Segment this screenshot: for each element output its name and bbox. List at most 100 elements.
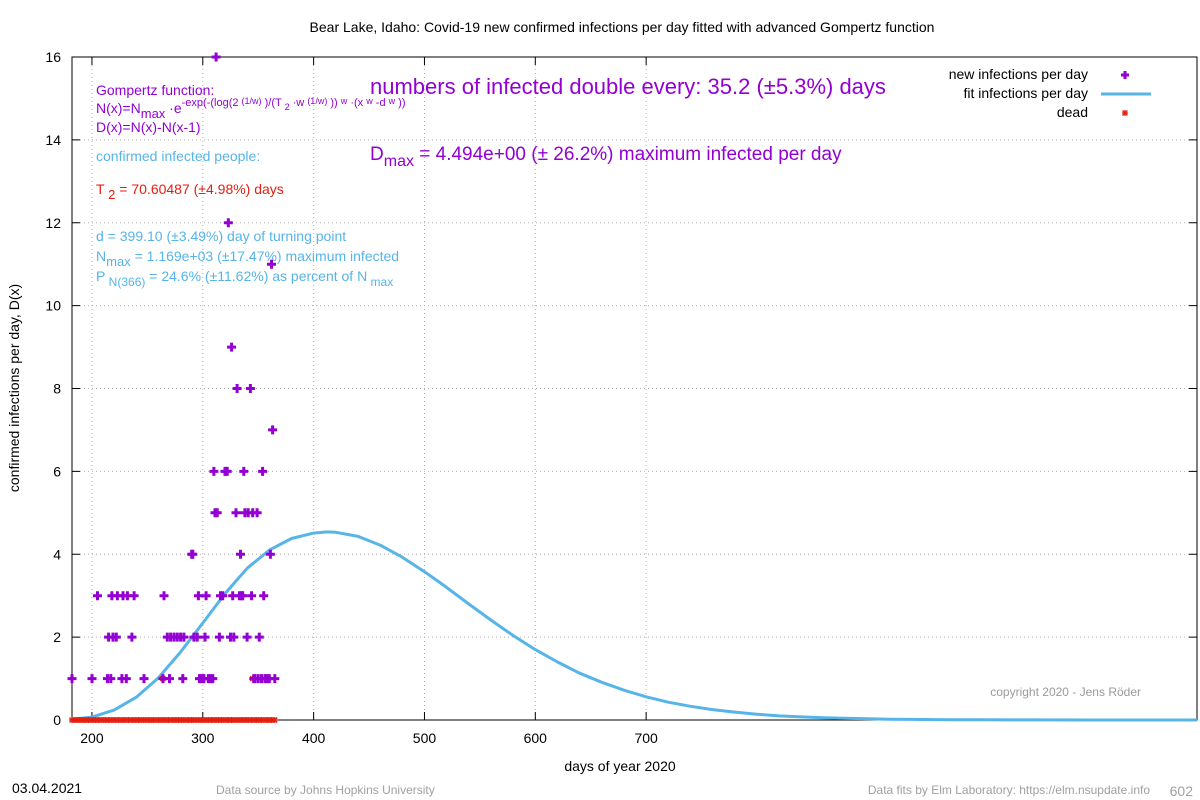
x-tick-label: 600 [524, 730, 548, 746]
dead-point [268, 717, 275, 723]
new-infection-point [265, 549, 275, 559]
gompertz-title: Gompertz function: [96, 82, 214, 98]
y-tick-label: 0 [53, 712, 61, 728]
new-infection-point [214, 632, 224, 642]
x-tick-label: 700 [634, 730, 658, 746]
dead-point [208, 717, 215, 723]
x-axis-label: days of year 2020 [564, 758, 676, 774]
new-infection-point [252, 508, 262, 518]
new-infection-point [254, 632, 264, 642]
dead-point [128, 717, 135, 723]
new-infection-point [188, 549, 198, 559]
dead-point [202, 717, 208, 723]
turning-point-line: d = 399.10 (±3.49%) day of turning point [96, 228, 346, 244]
dead-point [168, 717, 175, 723]
new-infection-point [193, 591, 203, 601]
legend-label-fit: fit infections per day [963, 85, 1088, 101]
gompertz-formula-d: D(x)=N(x)-N(x-1) [96, 119, 201, 135]
dead-point [241, 717, 248, 723]
dead-point [248, 717, 255, 723]
dmax-line: Dmax = 4.494e+00 (± 26.2%) maximum infec… [370, 144, 842, 170]
dead-point [148, 717, 155, 723]
dead-point [108, 717, 115, 723]
new-infection-point [236, 549, 245, 559]
dead-point [225, 717, 232, 723]
new-infection-point [67, 674, 77, 684]
legend: new infections per day fit infections pe… [915, 62, 1195, 122]
dead-point [165, 717, 172, 723]
new-infection-point [211, 52, 221, 62]
confirmed-label: confirmed infected people: [96, 148, 260, 164]
dead-point [195, 717, 202, 723]
dead-point [158, 717, 165, 723]
dead-point [162, 717, 169, 723]
new-infection-point [200, 632, 210, 642]
new-infection-point [106, 674, 116, 684]
dead-point [145, 717, 152, 723]
dead-point [255, 717, 262, 723]
gompertz-formula-n: N(x)=Nmax ·e-exp(-(log(2 (1/w) )/(T 2 ·w… [96, 96, 406, 121]
y-tick-label: 8 [53, 381, 61, 397]
dead-point [125, 717, 132, 723]
dead-point [215, 717, 222, 723]
dead-point [72, 717, 79, 723]
dead-point [122, 717, 129, 723]
new-infection-point [208, 674, 218, 684]
y-tick-label: 6 [53, 463, 61, 479]
dead-point [192, 717, 198, 723]
new-infection-point [231, 508, 241, 518]
new-infection-point [209, 466, 219, 476]
new-infection-point [87, 674, 97, 684]
new-infection-point [212, 508, 222, 518]
dead-point [112, 717, 119, 723]
dead-point [118, 717, 125, 723]
new-infection-point [232, 384, 242, 393]
new-infection-point [201, 591, 211, 601]
x-tick-label: 400 [302, 730, 326, 746]
new-infection-point [192, 632, 202, 642]
legend-label-dead: dead [1057, 104, 1088, 120]
dead-point [188, 717, 195, 723]
dead-point [92, 717, 99, 723]
y-tick-label: 12 [45, 215, 61, 231]
dead-point [265, 717, 272, 723]
dead-point [138, 717, 145, 723]
new-infection-point [222, 466, 232, 476]
dead-point [198, 717, 205, 723]
new-infection-point [239, 466, 249, 476]
dead-point [79, 717, 85, 723]
y-tick-label: 14 [45, 132, 61, 148]
nmax-line: Nmax = 1.169e+03 (±17.47%) maximum infec… [96, 248, 399, 269]
grid [72, 57, 1197, 720]
chart-title: Bear Lake, Idaho: Covid-19 new confirmed… [310, 19, 935, 35]
legend-label-new: new infections per day [949, 66, 1088, 82]
new-infection-point [242, 632, 252, 642]
dead-point [89, 717, 95, 723]
dead-point [142, 717, 149, 723]
dead-point [182, 717, 189, 723]
x-tick-label: 300 [191, 730, 215, 746]
dead-point [85, 717, 92, 723]
x-axis: 200 300 400 500 600 700 [80, 57, 658, 746]
new-infection-point [245, 384, 255, 393]
dead-point [228, 717, 235, 723]
dead-point [135, 717, 142, 723]
y-tick-label: 4 [53, 546, 61, 562]
legend-marker-new [1121, 71, 1129, 79]
new-infection-point [121, 674, 131, 684]
dead-point [175, 717, 182, 723]
y-tick-label: 10 [45, 298, 61, 314]
new-infection-point [165, 674, 174, 684]
dead-point [235, 717, 242, 723]
new-infection-point [111, 632, 121, 642]
new-infection-point [178, 674, 188, 684]
doubling-line: numbers of infected double every: 35.2 (… [370, 74, 886, 99]
dead-point [258, 717, 265, 723]
dead-point [271, 717, 278, 723]
new-infection-point [218, 591, 228, 601]
dead-point [185, 717, 192, 723]
fit-line [71, 530, 1197, 722]
dead-point [95, 717, 102, 723]
dead-point [98, 717, 105, 723]
new-infection-point [139, 674, 149, 684]
